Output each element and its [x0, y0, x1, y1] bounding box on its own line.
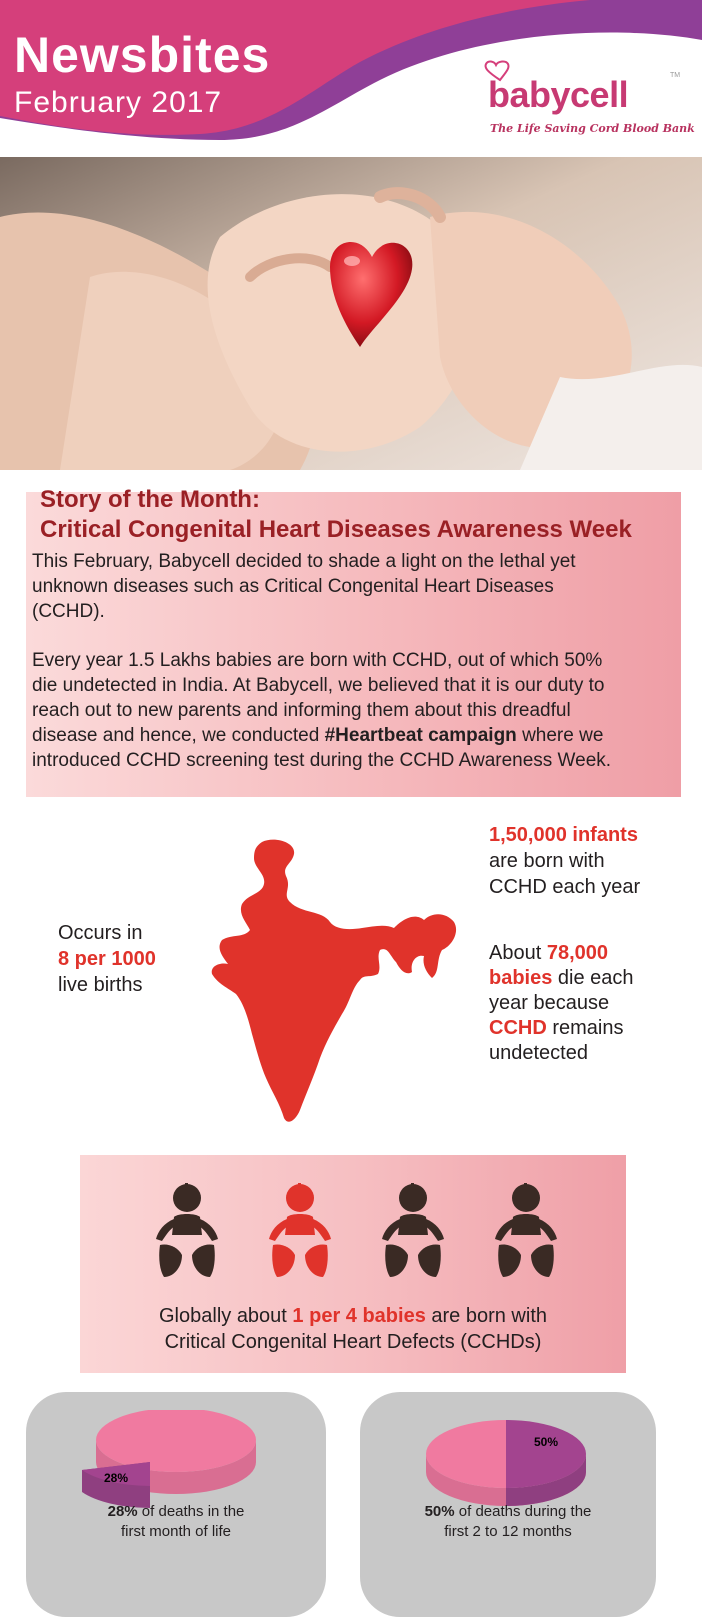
stat-highlight: 8 per 1000 [58, 948, 156, 970]
caption-line: 28% of deaths in the [26, 1502, 326, 1522]
stat-line: CCHD remains [489, 1016, 689, 1041]
newsletter-date: February 2017 [14, 86, 223, 119]
slice-label-50: 50% [534, 1435, 558, 1449]
logo-wordmark: babycell [488, 74, 629, 115]
pie-slice-major [96, 1410, 256, 1472]
stat-highlight: CCHD [489, 1017, 547, 1039]
stat-infants-born: 1,50,000 infants are born with CCHD each… [489, 822, 689, 900]
baby-icon [152, 1183, 222, 1283]
pie-slice-right [506, 1420, 586, 1488]
stat-text: About [489, 942, 547, 964]
stat-occurrence: Occurs in 8 per 1000 live births [58, 920, 218, 998]
pie-caption-first-month: 28% of deaths in the first month of life [26, 1502, 326, 1542]
logo-tagline: The Life Saving Cord Blood Bank [490, 122, 695, 135]
stat-babies-die: About 78,000 babies die each year becaus… [489, 941, 689, 1066]
stat-text: CCHD each year [489, 876, 641, 898]
babies-text: are born with [425, 1305, 547, 1327]
pie-slice-minor [82, 1462, 150, 1486]
stat-text: live births [58, 974, 143, 996]
story-of-the-month-box: Story of the Month: Critical Congenital … [26, 486, 681, 797]
heartbeat-campaign-hashtag: #Heartbeat campaign [324, 725, 517, 746]
hero-photo-baby-hand-heart [0, 157, 702, 470]
caption-line: 50% of deaths during the [360, 1502, 656, 1522]
stat-text: year because [489, 992, 610, 1014]
stat-text: die each [552, 967, 634, 989]
story-p1-line: unknown diseases such as Critical Congen… [32, 576, 554, 597]
babycell-logo[interactable]: babycell TM The Life Saving Cord Blood B… [470, 60, 695, 145]
babies-statistic-box: Globally about 1 per 4 babies are born w… [80, 1155, 626, 1373]
story-p2-line: introduced CCHD screening test during th… [32, 750, 612, 771]
caption-bold: 28% [107, 1503, 138, 1520]
stat-line: babies die each [489, 966, 689, 991]
caption-text: of deaths in the [137, 1503, 245, 1520]
babies-line-2: Critical Congenital Heart Defects (CCHDs… [164, 1331, 542, 1353]
story-heading-label: Story of the Month: [40, 486, 260, 513]
story-p2-line: Every year 1.5 Lakhs babies are born wit… [32, 650, 603, 671]
baby-icon [491, 1183, 561, 1283]
pie-card-2-to-12-months: 50% 50% of deaths during the first 2 to … [360, 1392, 656, 1617]
babies-text: Globally about [159, 1305, 293, 1327]
newsletter-title: Newsbites [14, 27, 271, 83]
stat-highlight: 78,000 [546, 942, 608, 964]
story-p1-line: (CCHD). [32, 601, 105, 622]
stat-text: undetected [489, 1042, 588, 1064]
story-p2-line: disease and hence, we conducted #Heartbe… [32, 723, 672, 748]
story-p2-line: reach out to new parents and informing t… [32, 700, 571, 721]
slice-label-28: 28% [104, 1471, 128, 1485]
caption-text: first month of life [120, 1523, 232, 1540]
stat-text: Occurs in [58, 922, 143, 944]
stat-text: remains [546, 1017, 624, 1039]
pie-chart-50-percent: 50% [426, 1420, 586, 1506]
baby-icon-highlighted [265, 1183, 335, 1283]
story-p1-line: This February, Babycell decided to shade… [32, 551, 576, 572]
story-paragraph-1: This February, Babycell decided to shade… [32, 549, 672, 624]
pie-caption-2-to-12-months: 50% of deaths during the first 2 to 12 m… [360, 1502, 656, 1542]
caption-text: first 2 to 12 months [444, 1523, 572, 1540]
pie-slice-left [426, 1420, 506, 1488]
story-p2-line: die undetected in India. At Babycell, we… [32, 675, 605, 696]
story-heading-title: Critical Congenital Heart Diseases Aware… [40, 516, 632, 543]
stat-highlight: 1,50,000 infants [489, 824, 638, 846]
story-text: where we [516, 725, 604, 746]
logo-heart-icon [484, 60, 510, 82]
caption-text: of deaths during the [454, 1503, 592, 1520]
logo-trademark: TM [670, 72, 681, 79]
pie-chart-28-percent: 28% [82, 1410, 256, 1508]
story-paragraph-2: Every year 1.5 Lakhs babies are born wit… [32, 648, 672, 773]
story-text: disease and hence, we conducted [32, 725, 325, 746]
stat-text: are born with [489, 850, 605, 872]
stat-line: About 78,000 [489, 941, 689, 966]
header-banner: Newsbites February 2017 babycell TM The … [0, 0, 702, 150]
pie-side-right [506, 1454, 586, 1506]
caption-bold: 50% [424, 1503, 455, 1520]
pie-card-first-month: 28% 28% of deaths in the first month of … [26, 1392, 326, 1617]
babies-statistic-text: Globally about 1 per 4 babies are born w… [80, 1303, 626, 1355]
header-wave-shape [0, 0, 702, 140]
babies-line-1: Globally about 1 per 4 babies are born w… [80, 1303, 626, 1329]
babies-highlight: 1 per 4 babies [292, 1305, 426, 1327]
india-map-shape [211, 839, 457, 1122]
stat-highlight: babies [489, 967, 553, 989]
baby-icon [378, 1183, 448, 1283]
